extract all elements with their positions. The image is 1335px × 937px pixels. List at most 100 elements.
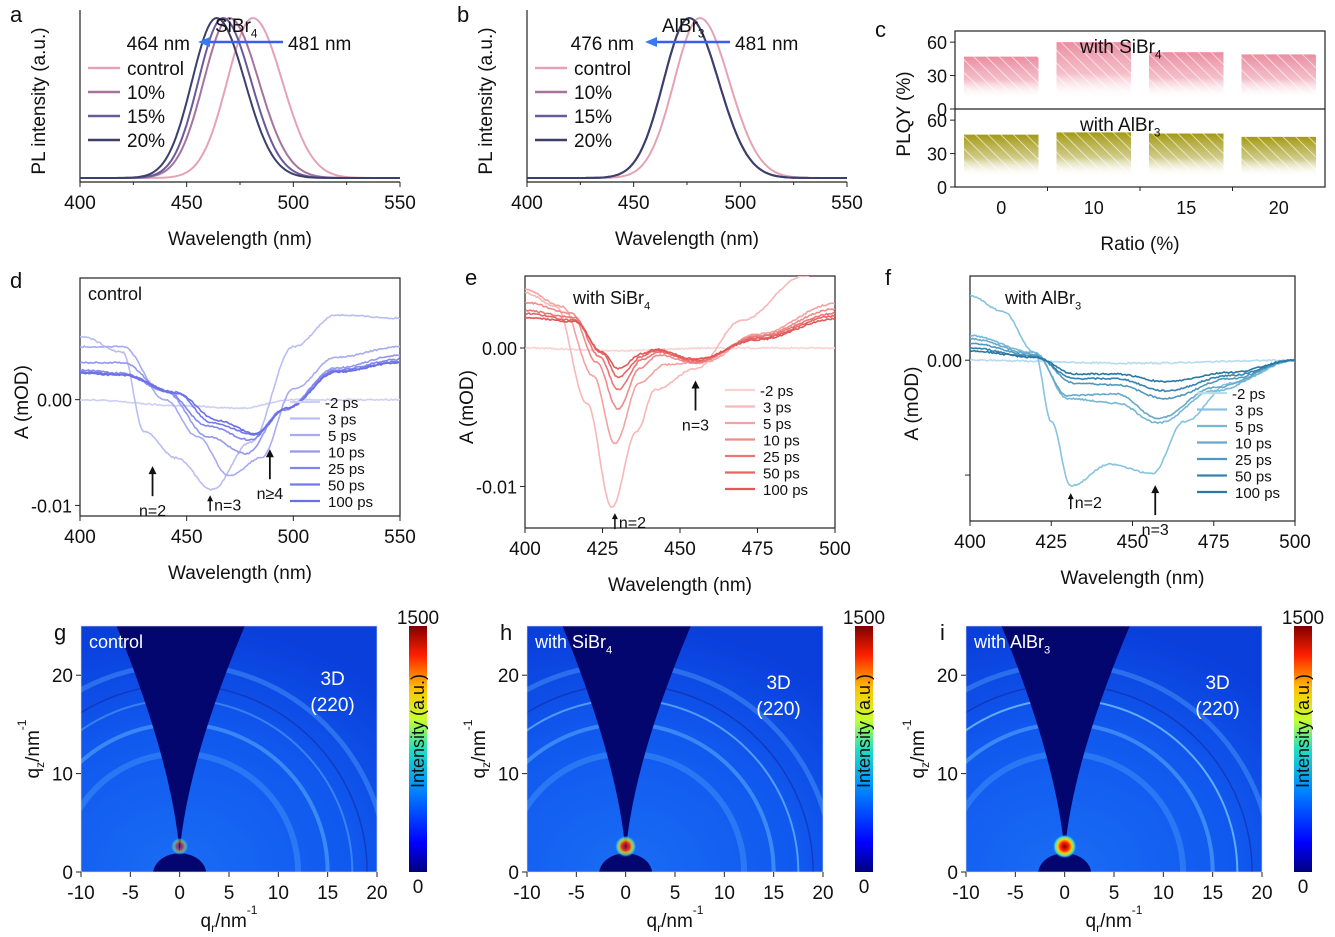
heatmap-background bbox=[81, 626, 377, 872]
series-line-100ps bbox=[970, 349, 1295, 384]
arrow-up-icon bbox=[1151, 485, 1160, 494]
y-tick-label: -0.01 bbox=[31, 496, 72, 516]
x-axis-title: Ratio (%) bbox=[1100, 234, 1179, 255]
legend-label: 10 ps bbox=[328, 445, 365, 462]
legend-label: 25 ps bbox=[1235, 452, 1272, 469]
x-tick-label: 500 bbox=[277, 527, 309, 548]
series-line-3ps bbox=[970, 294, 1295, 488]
y-tick-label: 0.00 bbox=[482, 339, 517, 359]
annotation-label: n≥4 bbox=[257, 486, 284, 503]
panel-label: e bbox=[465, 265, 477, 290]
panel-label: c bbox=[875, 17, 886, 42]
x-tick-label: -10 bbox=[513, 883, 540, 904]
x-tick-label: 400 bbox=[64, 193, 96, 214]
legend-label: 50 ps bbox=[1235, 469, 1272, 486]
panel-title: control bbox=[89, 632, 143, 652]
y-tick-label: 0 bbox=[947, 863, 958, 884]
arrow-up-icon bbox=[148, 466, 157, 475]
series-line-25ps bbox=[970, 342, 1295, 400]
panel-title: with AlBr3 bbox=[1004, 288, 1081, 312]
arrow-up-icon bbox=[1067, 493, 1074, 500]
x-axis-title: Wavelength (nm) bbox=[608, 575, 752, 596]
additive-label: SiBr4 bbox=[215, 16, 258, 41]
legend-label: 100 ps bbox=[1235, 485, 1280, 502]
beamstop bbox=[599, 853, 653, 872]
legend-label: -2 ps bbox=[1232, 386, 1265, 403]
series-line-5ps bbox=[525, 288, 835, 445]
y-axis-title: qz/nm-1 bbox=[461, 719, 493, 778]
x-tick-label: 550 bbox=[831, 193, 863, 214]
y-tick-label: 60 bbox=[927, 33, 947, 53]
panel-b: b 400 450 500 550 Wavelength (nm) PL intensity… bbox=[457, 2, 863, 250]
y-tick-label: 20 bbox=[52, 666, 73, 687]
series-line-3ps bbox=[525, 276, 810, 509]
panel-label: i bbox=[940, 620, 945, 645]
legend-label: 50 ps bbox=[763, 466, 800, 483]
subplot-title: with SiBr4 bbox=[1079, 37, 1162, 62]
legend-label: 20% bbox=[127, 131, 165, 152]
series-line-5ps bbox=[970, 334, 1295, 425]
legend-label: 3 ps bbox=[328, 412, 356, 429]
panel-label: b bbox=[457, 2, 469, 27]
additive-label: AlBr3 bbox=[662, 16, 705, 41]
y-tick-label: 10 bbox=[498, 765, 519, 786]
legend-label: 3 ps bbox=[763, 400, 791, 417]
y-axis-title: A (mOD) bbox=[902, 367, 923, 441]
x-tick-label: 10 bbox=[1084, 198, 1104, 218]
x-tick-label: 0 bbox=[174, 883, 185, 904]
x-tick-label: 425 bbox=[1035, 532, 1067, 553]
panel-title: control bbox=[88, 284, 142, 304]
subplot-title: with AlBr3 bbox=[1079, 115, 1161, 140]
colorbar-title: Intensity (a.u.) bbox=[408, 674, 428, 788]
annotation-label: n=3 bbox=[1142, 522, 1169, 539]
legend-label: 3 ps bbox=[1235, 403, 1263, 420]
panel-c: c 0 30 60 with SiBr4 0 30 60 with AlBr3 0 10 15 20 Ra… bbox=[875, 17, 1326, 255]
y-tick-label: 0 bbox=[62, 863, 73, 884]
panel-a: a 400 450 500 550 Wavelength (nm) PL intensity… bbox=[10, 2, 416, 250]
colorbar-title: Intensity (a.u.) bbox=[1293, 674, 1313, 788]
panel-title: with AlBr3 bbox=[973, 632, 1050, 656]
heatmap-background bbox=[527, 626, 823, 872]
bar-hatch bbox=[1056, 132, 1131, 177]
legend-label: 10% bbox=[574, 83, 612, 104]
legend-label: 10 ps bbox=[1235, 436, 1272, 453]
y-tick-label: 0.00 bbox=[37, 391, 72, 411]
y-tick-label: 0.00 bbox=[927, 351, 962, 371]
annotation-label: n=2 bbox=[619, 515, 646, 532]
y-axis-title: PLQY (%) bbox=[894, 71, 915, 156]
y-tick-label: 30 bbox=[927, 145, 947, 165]
series-line-10ps bbox=[80, 353, 400, 456]
x-tick-label: 5 bbox=[670, 883, 681, 904]
x-tick-label: 400 bbox=[509, 539, 541, 560]
y-tick-label: 0 bbox=[508, 863, 519, 884]
missing-wedge bbox=[116, 626, 245, 853]
bar-hatch bbox=[964, 56, 1039, 99]
heatmap-background bbox=[966, 626, 1262, 872]
annotation-from: 481 nm bbox=[288, 34, 351, 55]
panel-label: g bbox=[54, 620, 66, 645]
x-tick-label: 450 bbox=[1117, 532, 1149, 553]
x-tick-label: 475 bbox=[742, 539, 774, 560]
series-line-20% bbox=[527, 16, 847, 179]
panel-d: d 400 450 500 550 0.00 -0.01 Wavelength (nm) A (… bbox=[10, 268, 416, 584]
y-axis-title: A (mOD) bbox=[457, 370, 478, 444]
x-tick-label: 5 bbox=[1109, 883, 1120, 904]
colorbar bbox=[409, 626, 427, 872]
series-line-5ps bbox=[80, 345, 400, 477]
x-axis-title: qr/nm-1 bbox=[201, 903, 258, 935]
legend-label: 25 ps bbox=[763, 449, 800, 466]
specular-spot bbox=[614, 835, 637, 858]
x-tick-label: 500 bbox=[277, 193, 309, 214]
panel-f: f 400 425 450 475 500 0.00 Wavelength (nm) A (mO… bbox=[885, 265, 1311, 589]
series-line-20% bbox=[80, 16, 400, 179]
annotation-label: n=3 bbox=[682, 417, 709, 434]
x-tick-label: -5 bbox=[568, 883, 585, 904]
series-group bbox=[80, 313, 400, 492]
x-tick-label: 550 bbox=[384, 527, 416, 548]
colorbar-max-label: 1500 bbox=[1282, 608, 1324, 629]
legend-label: 100 ps bbox=[328, 494, 373, 511]
annotation-to: 476 nm bbox=[571, 34, 634, 55]
legend-label: -2 ps bbox=[325, 395, 358, 412]
legend-label: 5 ps bbox=[763, 416, 791, 433]
